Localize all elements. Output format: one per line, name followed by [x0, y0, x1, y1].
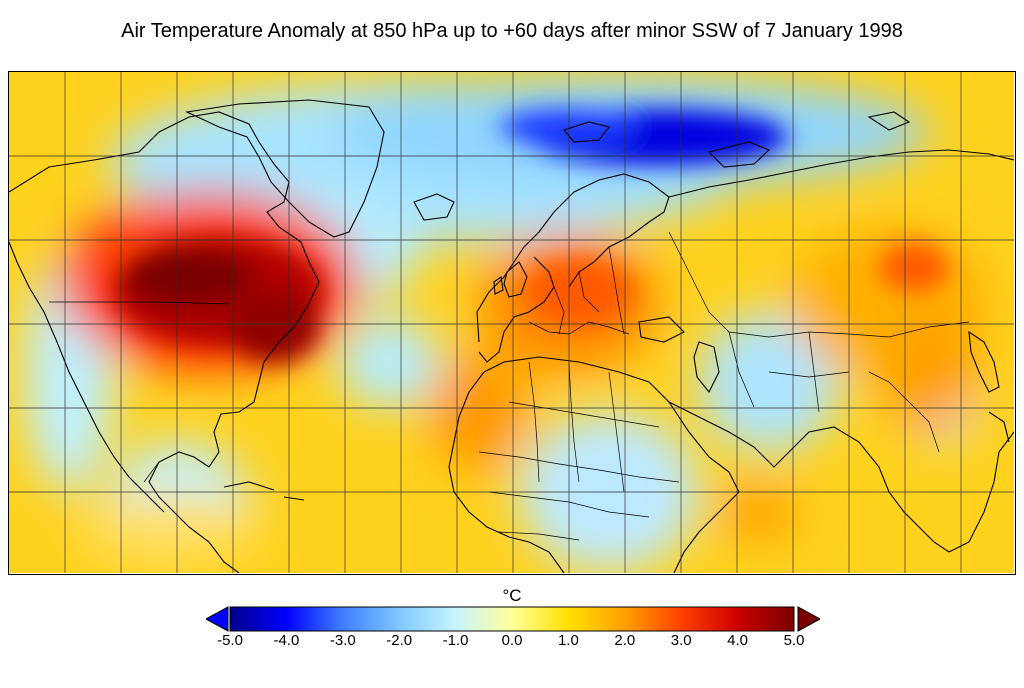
colorbar-tick-label: -4.0	[273, 632, 300, 649]
colorbar-tick-label: 1.0	[557, 632, 579, 649]
temperature-anomaly-map	[8, 71, 1016, 575]
colorbar-tick-label: -3.0	[329, 632, 356, 649]
colorbar-max-extend-arrow	[797, 606, 820, 632]
country-borders	[49, 231, 970, 541]
coastlines	[9, 99, 1014, 573]
colorbar	[206, 606, 820, 632]
colorbar-tick-label: 0.0	[501, 632, 523, 649]
colorbar-tick-label: 3.0	[670, 632, 692, 649]
colorbar-tick-label: 4.0	[727, 632, 749, 649]
map-title: Air Temperature Anomaly at 850 hPa up to…	[121, 20, 903, 42]
colorbar-tick-label: 5.0	[783, 632, 805, 649]
colorbar-tick-labels: -5.0 -4.0 -3.0 -2.0 -1.0 0.0 1.0 2.0 3.0 4.0 5.0	[0, 632, 1024, 656]
colorbar-tick-label: -2.0	[386, 632, 413, 649]
map-canvas	[9, 72, 1014, 573]
colorbar-tick-label: -5.0	[217, 632, 243, 649]
colorbar-min-extend-arrow	[206, 606, 229, 632]
anomaly-field	[9, 72, 1014, 573]
colorbar-tick-label: -1.0	[442, 632, 469, 649]
colorbar-unit-label: °C	[502, 586, 522, 605]
colorbar-gradient	[229, 606, 795, 632]
lat-lon-gridlines	[9, 72, 1014, 573]
colorbar-tick-label: 2.0	[614, 632, 636, 649]
